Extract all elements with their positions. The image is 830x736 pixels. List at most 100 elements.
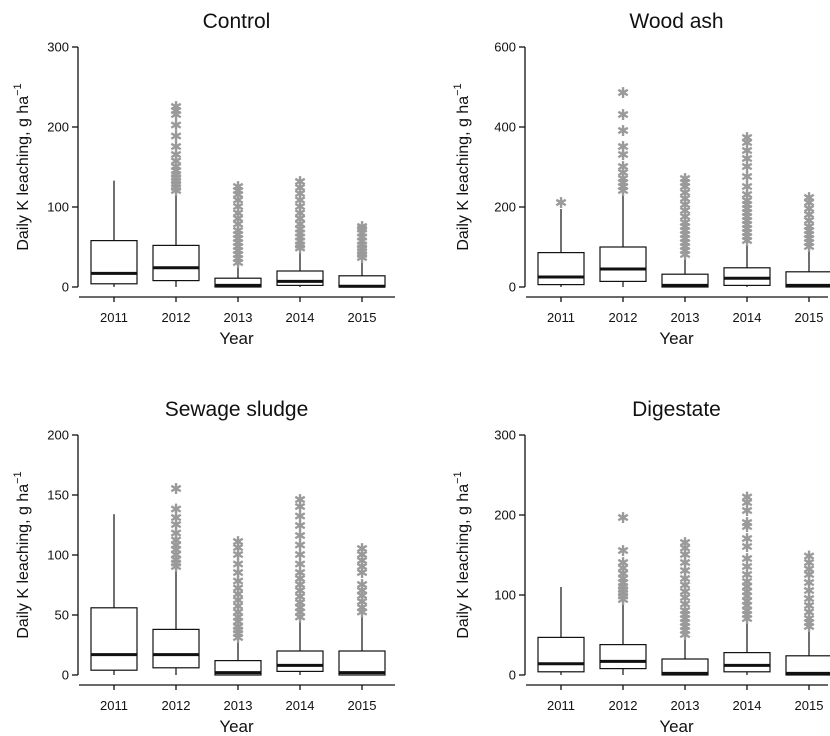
outlier-point: ✱	[803, 590, 816, 608]
outlier-point: ✱	[741, 550, 754, 568]
outlier-point: ✱	[803, 234, 816, 252]
outlier-point: ✱	[741, 597, 754, 615]
outlier-point: ✱	[294, 556, 307, 574]
y-tick-label: 0	[62, 280, 69, 295]
outlier-point: ✱	[679, 184, 692, 202]
x-axis-label: Year	[219, 717, 254, 736]
chart-title: Control	[203, 10, 271, 33]
outlier-point: ✱	[803, 566, 816, 584]
y-axis-label: Daily K leaching, g ha−1	[452, 83, 472, 250]
outlier-point: ✱	[741, 196, 754, 214]
outlier-point: ✱	[679, 226, 692, 244]
iqr-box	[661, 658, 709, 676]
outlier-point: ✱	[232, 210, 245, 228]
outlier-point: ✱	[294, 228, 307, 246]
outlier-point: ✱	[803, 222, 816, 240]
outlier-point: ✱	[170, 532, 183, 550]
outlier-point: ✱	[170, 500, 183, 518]
outlier-point: ✱	[170, 102, 183, 120]
outlier-point: ✱	[617, 182, 630, 200]
x-tick-label: 2011	[100, 698, 128, 713]
outlier-point: ✱	[617, 509, 630, 527]
outlier-point: ✱	[170, 128, 183, 146]
outlier-point: ✱	[356, 604, 369, 622]
iqr-box	[785, 271, 830, 288]
outlier-point: ✱	[803, 574, 816, 592]
y-tick-label: 200	[47, 120, 69, 135]
outlier-point: ✱	[294, 179, 307, 197]
outlier-point: ✱	[294, 546, 307, 564]
outlier-point: ✱	[294, 198, 307, 216]
outlier-point: ✱	[679, 214, 692, 232]
y-tick-label: 0	[509, 668, 516, 683]
outlier-point: ✱	[679, 540, 692, 558]
y-tick-label: 300	[494, 428, 516, 443]
outlier-point: ✱	[232, 533, 245, 551]
x-tick-label: 2011	[100, 310, 128, 325]
outlier-point: ✱	[232, 246, 245, 264]
outlier-point: ✱	[679, 606, 692, 624]
chart-panel-3: Digestate 0 100 200 300 2011 2012 2013 2014 2015 Y…	[452, 398, 830, 736]
box-2011	[537, 587, 585, 675]
x-tick-label: 2014	[733, 310, 762, 325]
outlier-point: ✱	[294, 508, 307, 526]
outlier-point: ✱	[232, 226, 245, 244]
outlier-point: ✱	[170, 158, 183, 176]
outlier-point: ✱	[294, 185, 307, 203]
outlier-point: ✱	[232, 539, 245, 557]
outlier-point: ✱	[356, 540, 369, 558]
outlier-point: ✱	[803, 614, 816, 632]
outlier-point: ✱	[170, 536, 183, 554]
outlier-point: ✱	[803, 548, 816, 566]
outlier-point: ✱	[741, 208, 754, 226]
outlier-point: ✱	[617, 588, 630, 606]
x-tick-label: 2011	[547, 698, 575, 713]
outlier-point: ✱	[170, 162, 183, 180]
outlier-point: ✱	[679, 554, 692, 572]
outlier-point: ✱	[741, 606, 754, 624]
outlier-point: ✱	[232, 625, 245, 643]
outlier-point: ✱	[679, 614, 692, 632]
outlier-point: ✱	[803, 200, 816, 218]
outlier-point: ✱	[232, 254, 245, 272]
box-2015: ✱✱✱✱✱✱✱✱✱✱✱	[785, 189, 830, 288]
outlier-point: ✱	[617, 542, 630, 560]
outlier-point: ✱	[679, 570, 692, 588]
outlier-point: ✱	[803, 218, 816, 236]
outlier-point: ✱	[232, 598, 245, 616]
outlier-point: ✱	[679, 218, 692, 236]
outlier-point: ✱	[170, 558, 183, 576]
outlier-point: ✱	[170, 179, 183, 197]
outlier-point: ✱	[294, 232, 307, 250]
chart-title: Sewage sludge	[165, 398, 309, 421]
outlier-point: ✱	[232, 186, 245, 204]
outlier-point: ✱	[741, 129, 754, 147]
outlier-point: ✱	[356, 220, 369, 238]
outlier-point: ✱	[741, 558, 754, 576]
outlier-point: ✱	[170, 172, 183, 190]
outlier-point: ✱	[356, 558, 369, 576]
outlier-point: ✱	[232, 604, 245, 622]
x-axis-label: Year	[659, 329, 694, 348]
y-tick-label: 0	[509, 280, 516, 295]
iqr-box	[599, 643, 647, 670]
outlier-point: ✱	[232, 250, 245, 268]
outlier-point: ✱	[803, 604, 816, 622]
iqr-box	[785, 655, 830, 676]
y-axis-label: Daily K leaching, g ha−1	[452, 471, 472, 638]
outlier-point: ✱	[232, 198, 245, 216]
outlier-point: ✱	[232, 564, 245, 582]
outlier-point: ✱	[170, 169, 183, 187]
iqr-box	[537, 252, 585, 286]
outlier-point: ✱	[617, 570, 630, 588]
outlier-point: ✱	[803, 238, 816, 256]
outlier-point: ✱	[294, 536, 307, 554]
outlier-point: ✱	[170, 509, 183, 527]
outlier-point: ✱	[356, 599, 369, 617]
outlier-point: ✱	[555, 194, 568, 212]
outlier-point: ✱	[170, 551, 183, 569]
outlier-point: ✱	[232, 178, 245, 196]
outlier-point: ✱	[232, 234, 245, 252]
iqr-box	[723, 651, 771, 673]
